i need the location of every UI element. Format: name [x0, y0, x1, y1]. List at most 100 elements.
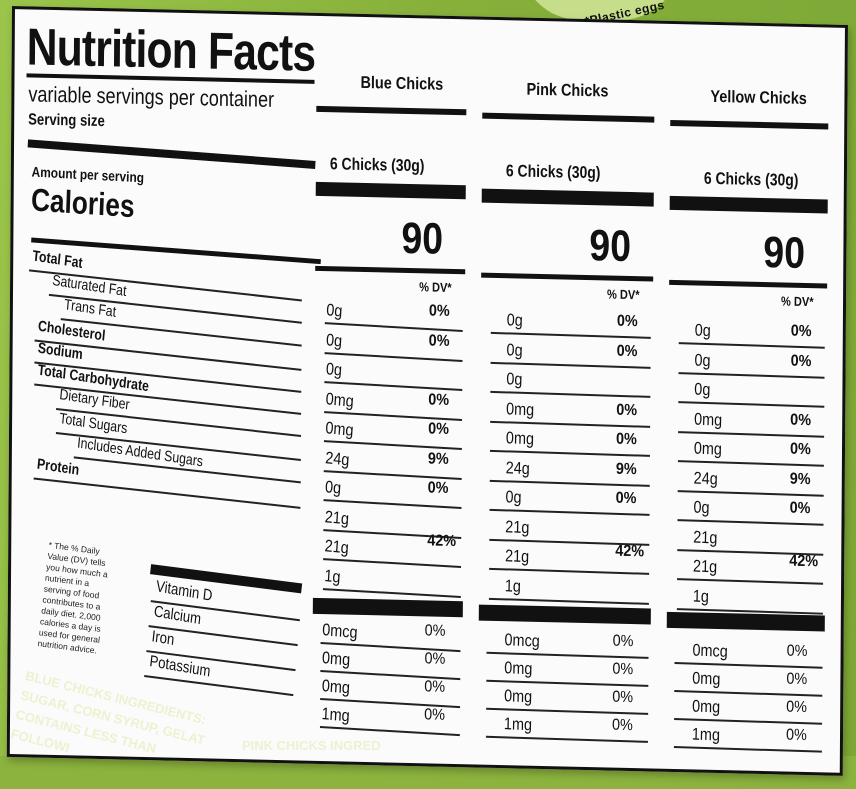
nutrient-amount: 0mg — [693, 438, 723, 459]
nutrient-dv: 0% — [616, 401, 638, 419]
nutrient-amount: 0mg — [325, 388, 355, 411]
vitamin-amount: 0mg — [692, 668, 721, 689]
vitamin-amount: 1mg — [691, 724, 721, 745]
vitamin-underline — [674, 662, 823, 669]
amount-underline — [490, 331, 651, 339]
amount-underline — [677, 460, 824, 467]
plastic-egg-graphic — [520, 0, 680, 20]
amount-underline — [324, 351, 463, 362]
vitamin-label: Iron — [150, 628, 176, 649]
vitamin-amount: 0mcg — [321, 620, 359, 642]
amount-underline — [677, 578, 824, 585]
column-serving: 6 Chicks (30g) — [505, 161, 601, 183]
amount-underline — [677, 519, 824, 526]
nutrient-dv: 42% — [615, 542, 645, 561]
vitamin-dv: 0% — [785, 726, 807, 745]
vitamin-amount: 0mg — [321, 648, 351, 670]
vitamin-dv: 0% — [786, 642, 808, 661]
column-serving-bar — [481, 188, 654, 207]
amount-underline — [678, 342, 825, 349]
nutrient-amount: 0g — [694, 349, 711, 370]
nutrient-amount: 21g — [505, 516, 530, 537]
amount-underline — [489, 479, 650, 486]
vitamin-dv: 0% — [612, 688, 634, 707]
column-dv-header: % DV* — [607, 286, 640, 303]
nutrient-dv: 0% — [428, 420, 449, 438]
nutrient-amount: 21g — [324, 536, 350, 558]
nutrient-dv: 42% — [427, 532, 457, 551]
nutrient-amount: 0g — [324, 477, 342, 498]
vitamin-dv: 0% — [786, 670, 808, 689]
vitamin-amount: 0mg — [504, 658, 533, 679]
vitamin-underline — [486, 651, 649, 659]
vitamin-dv: 0% — [424, 622, 446, 640]
amount-underline — [489, 449, 650, 457]
column-calories: 90 — [763, 228, 806, 278]
column-name: Blue Chicks — [360, 72, 444, 94]
vitamin-underline — [673, 746, 822, 753]
servings-per-container: variable servings per container — [28, 81, 275, 112]
nutrient-amount: 0g — [325, 329, 343, 351]
nutrient-dv: 0% — [428, 331, 450, 350]
column-calories: 90 — [401, 213, 444, 264]
vitamin-amount: 0mg — [321, 676, 351, 698]
amount-underline — [324, 322, 463, 332]
nutrient-amount: 0mg — [505, 428, 535, 449]
column-top-bar — [316, 105, 467, 116]
amount-underline — [678, 401, 825, 408]
nutrient-amount: 0g — [506, 369, 523, 389]
vitamin-underline — [486, 679, 649, 687]
pink-chicks-ingredients: PINK CHICKS INGRED — [242, 738, 381, 753]
nutrient-amount: 24g — [505, 457, 531, 478]
nutrient-dv: 0% — [615, 430, 637, 449]
nutrient-dv: 0% — [790, 322, 812, 341]
vitamin-dv: 0% — [612, 632, 634, 651]
column-top-bar — [670, 119, 829, 130]
column-top-bar — [482, 112, 655, 123]
nutrient-amount: 0mg — [324, 418, 355, 441]
nutrient-dv: 9% — [615, 460, 637, 478]
nutrient-dv: 0% — [790, 411, 812, 429]
column-vitamins-bar — [666, 611, 825, 632]
nutrient-amount: 24g — [324, 447, 351, 470]
column-name: Pink Chicks — [526, 79, 609, 101]
vitamin-amount: 0mg — [503, 686, 533, 707]
nutrition-facts-label: Nutrition Facts variable servings per co… — [6, 6, 848, 776]
nutrient-dv: 0% — [789, 440, 811, 459]
nutrient-amount: 0g — [694, 320, 711, 341]
nutrient-dv: 0% — [616, 342, 638, 360]
amount-underline — [490, 420, 651, 427]
column-calories: 90 — [589, 221, 632, 272]
vitamin-rule — [144, 675, 294, 696]
nutrient-amount: 0g — [693, 497, 710, 518]
column-calories-bar — [481, 272, 654, 282]
nutrient-amount: 0mg — [693, 408, 723, 430]
column-dv-header: % DV* — [419, 279, 452, 295]
column-name: Yellow Chicks — [710, 86, 807, 109]
amount-underline — [489, 567, 650, 575]
amount-underline — [324, 410, 463, 421]
amount-underline — [323, 558, 462, 568]
vitamin-underline — [674, 718, 823, 725]
nutrient-amount: 24g — [693, 467, 718, 489]
nutrient-amount: 1g — [692, 585, 710, 606]
nutrient-dv: 0% — [789, 499, 811, 518]
amount-underline — [490, 390, 651, 398]
nutrient-dv: 0% — [616, 312, 638, 331]
nutrient-amount: 0mg — [505, 398, 535, 419]
amount-underline — [678, 371, 825, 378]
vitamin-dv: 0% — [424, 706, 445, 724]
nutrient-amount: 0g — [506, 310, 524, 330]
amount-underline — [323, 440, 462, 450]
nutrient-amount: 0g — [505, 487, 522, 507]
amount-underline — [490, 361, 651, 368]
column-vitamins-bar — [478, 604, 651, 625]
amount-underline — [489, 508, 650, 516]
nutrient-dv: 0% — [790, 352, 812, 370]
vitamin-amount: 0mcg — [692, 640, 728, 661]
amount-underline — [678, 430, 825, 437]
nutrient-amount: 0g — [694, 379, 711, 400]
column-serving: 6 Chicks (30g) — [329, 154, 425, 176]
vitamin-underline — [674, 690, 823, 697]
nutrient-dv: 0% — [615, 489, 637, 508]
